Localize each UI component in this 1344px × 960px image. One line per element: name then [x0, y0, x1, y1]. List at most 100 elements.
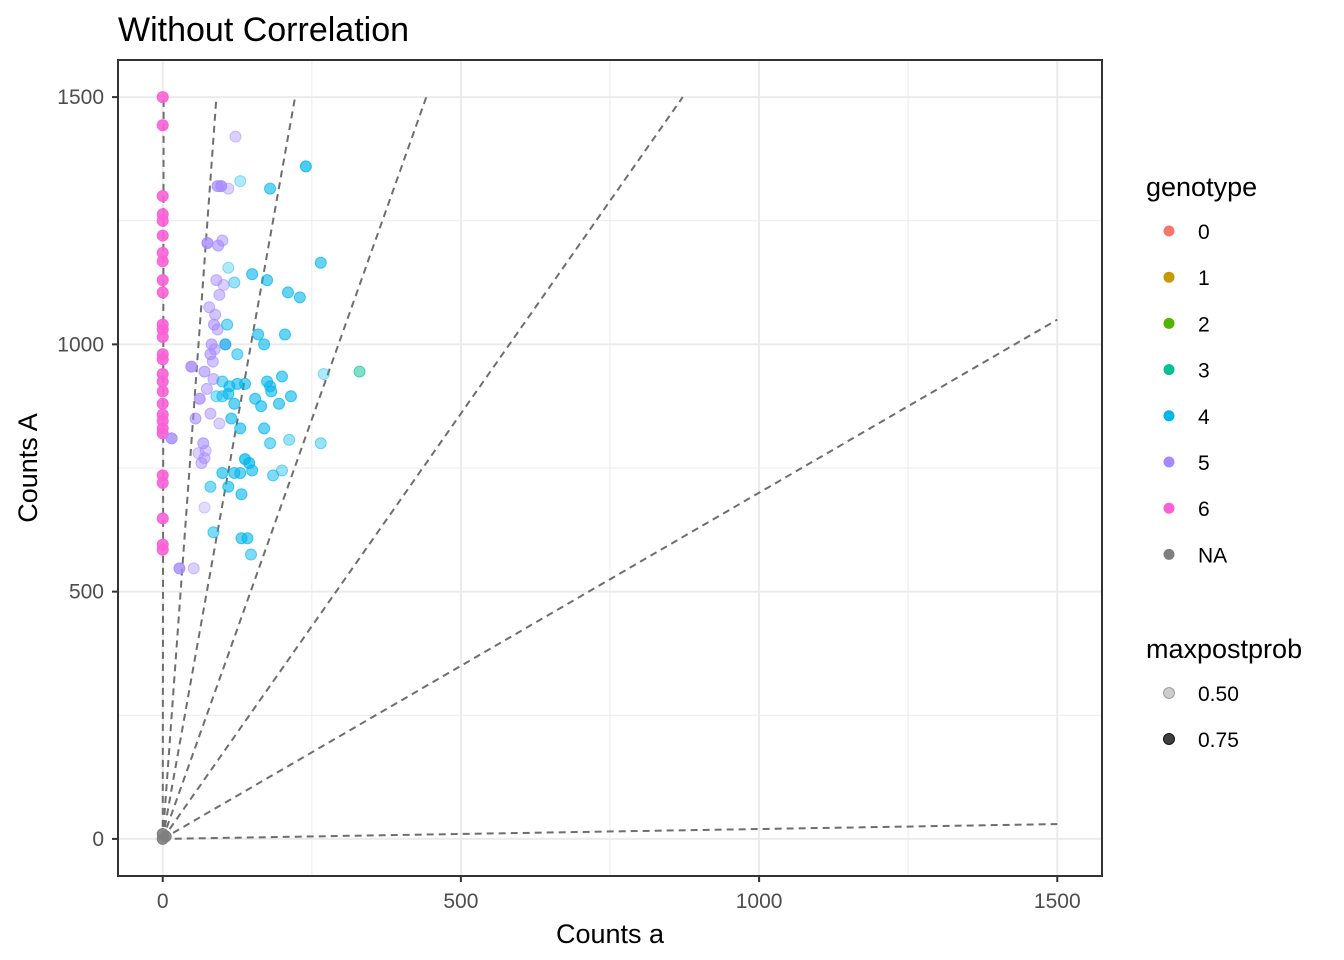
data-point-genotype-5: [185, 360, 198, 373]
data-point-genotype-4: [246, 268, 259, 281]
y-tick-label: 0: [92, 828, 104, 851]
x-tick-label: 500: [443, 890, 478, 913]
legend-label-genotype-NA: NA: [1198, 544, 1227, 567]
data-point-genotype-5: [206, 355, 219, 368]
data-point-genotype-5: [229, 130, 242, 143]
data-point-genotype-6: [156, 385, 169, 398]
data-point-genotype-6: [156, 119, 169, 132]
data-point-genotype-6: [156, 330, 169, 343]
data-point-genotype-4: [293, 291, 306, 304]
data-point-genotype-4: [216, 466, 229, 479]
data-point-genotype-5: [189, 412, 202, 425]
data-point-genotype-4: [258, 338, 271, 351]
data-point-genotype-6: [156, 190, 169, 202]
major-grid: [118, 60, 1102, 876]
legend-key-maxpostprob: [1163, 687, 1175, 699]
plot-border: [117, 59, 1103, 877]
data-point-genotype-5: [192, 447, 205, 460]
data-point-genotype-5: [193, 392, 206, 405]
data-point-genotype-6: [156, 91, 169, 104]
data-point-genotype-5: [215, 180, 228, 193]
data-point-genotype-5: [217, 279, 230, 292]
legend-label-maxpostprob: 0.50: [1198, 683, 1239, 706]
legend-label-genotype-0: 0: [1198, 221, 1210, 244]
data-point-genotype-4: [204, 480, 217, 493]
data-point-genotype-4: [228, 397, 241, 410]
chart-title: Without Correlation: [118, 11, 409, 49]
reference-line: [161, 97, 218, 839]
y-axis-title: Counts A: [13, 413, 43, 523]
data-point-genotype-4: [234, 466, 247, 479]
legend-key-genotype-0: [1163, 225, 1175, 237]
data-point-genotype-6: [156, 353, 169, 366]
data-point-genotype-4: [314, 437, 327, 450]
minor-grid: [118, 60, 1102, 876]
data-point-genotype-5: [204, 407, 217, 420]
data-point-genotype-4: [231, 348, 244, 361]
data-point-genotype-4: [234, 422, 247, 435]
reference-line: [162, 318, 1058, 840]
legend: genotype 0 1 2 3 4 5 6 NA maxpostprob 0.50 0.75: [1146, 172, 1302, 752]
data-point-genotype-6: [156, 512, 169, 525]
y-tick-label: 1000: [57, 333, 104, 356]
data-point-genotype-4: [244, 548, 257, 561]
data-point-genotype-6: [156, 214, 169, 227]
data-point-genotype-4: [258, 422, 271, 435]
legend-key-genotype-3: [1163, 364, 1175, 376]
data-point-genotype-4: [276, 370, 288, 383]
data-point-genotype-4: [207, 526, 220, 539]
data-point-genotype-6: [156, 543, 169, 556]
x-axis-ticks: 0 500 1000 1500: [157, 876, 1081, 913]
data-point-genotype-6: [156, 427, 169, 440]
data-point-genotype-4: [252, 328, 265, 341]
data-point-genotype-5: [208, 343, 221, 356]
legend-maxpostprob-entries: 0.50 0.75: [1163, 683, 1239, 752]
data-point-genotype-5: [198, 501, 211, 514]
data-point-genotype-4: [246, 464, 259, 477]
data-point-genotype-NA: [159, 830, 172, 843]
legend-key-genotype-1: [1163, 271, 1175, 283]
data-point-genotype-5: [211, 323, 224, 336]
data-point-genotype-5: [201, 236, 214, 249]
x-axis-title: Counts a: [556, 919, 665, 949]
data-point-genotype-4: [261, 274, 274, 287]
legend-label-genotype-6: 6: [1198, 498, 1210, 521]
legend-key-maxpostprob: [1163, 733, 1175, 745]
data-point-genotype-4: [314, 256, 327, 269]
legend-key-genotype-6: [1163, 502, 1175, 514]
data-point-genotype-6: [156, 274, 169, 287]
reference-line: [161, 96, 684, 840]
reference-line: [161, 96, 297, 840]
data-point-genotype-5: [209, 308, 222, 321]
data-point-genotype-5: [198, 365, 211, 378]
data-point-genotype-4: [317, 368, 330, 381]
data-point-genotype-4: [273, 397, 286, 410]
data-point-genotype-4: [255, 400, 268, 413]
legend-genotype-entries: 0 1 2 3 4 5 6 NA: [1163, 221, 1227, 567]
data-point-genotype-5: [213, 288, 226, 301]
data-point-genotype-4: [241, 532, 254, 545]
data-point-genotype-3: [353, 365, 366, 378]
legend-key-genotype-5: [1163, 456, 1175, 468]
data-point-genotype-5: [216, 234, 229, 247]
data-point-genotype-4: [216, 375, 229, 388]
data-point-genotype-4: [276, 464, 288, 477]
data-point-genotype-5: [165, 432, 178, 445]
data-point-genotype-4: [264, 437, 277, 450]
data-point-genotype-6: [156, 286, 169, 299]
data-point-genotype-6: [156, 255, 169, 268]
data-point-genotype-5: [222, 182, 235, 195]
data-point-genotype-4: [228, 276, 241, 289]
data-point-genotype-5: [173, 562, 186, 575]
data-point-genotype-4: [283, 433, 296, 446]
data-point-genotype-4: [225, 412, 238, 425]
data-point-genotype-4: [222, 480, 235, 493]
data-point-genotype-4: [267, 469, 280, 482]
legend-key-genotype-NA: [1163, 548, 1175, 560]
data-point-genotype-5: [187, 562, 200, 575]
data-point-genotype-6: [156, 229, 169, 242]
data-points: [156, 91, 366, 845]
data-point-genotype-4: [239, 377, 252, 390]
data-point-genotype-6: [156, 476, 169, 489]
